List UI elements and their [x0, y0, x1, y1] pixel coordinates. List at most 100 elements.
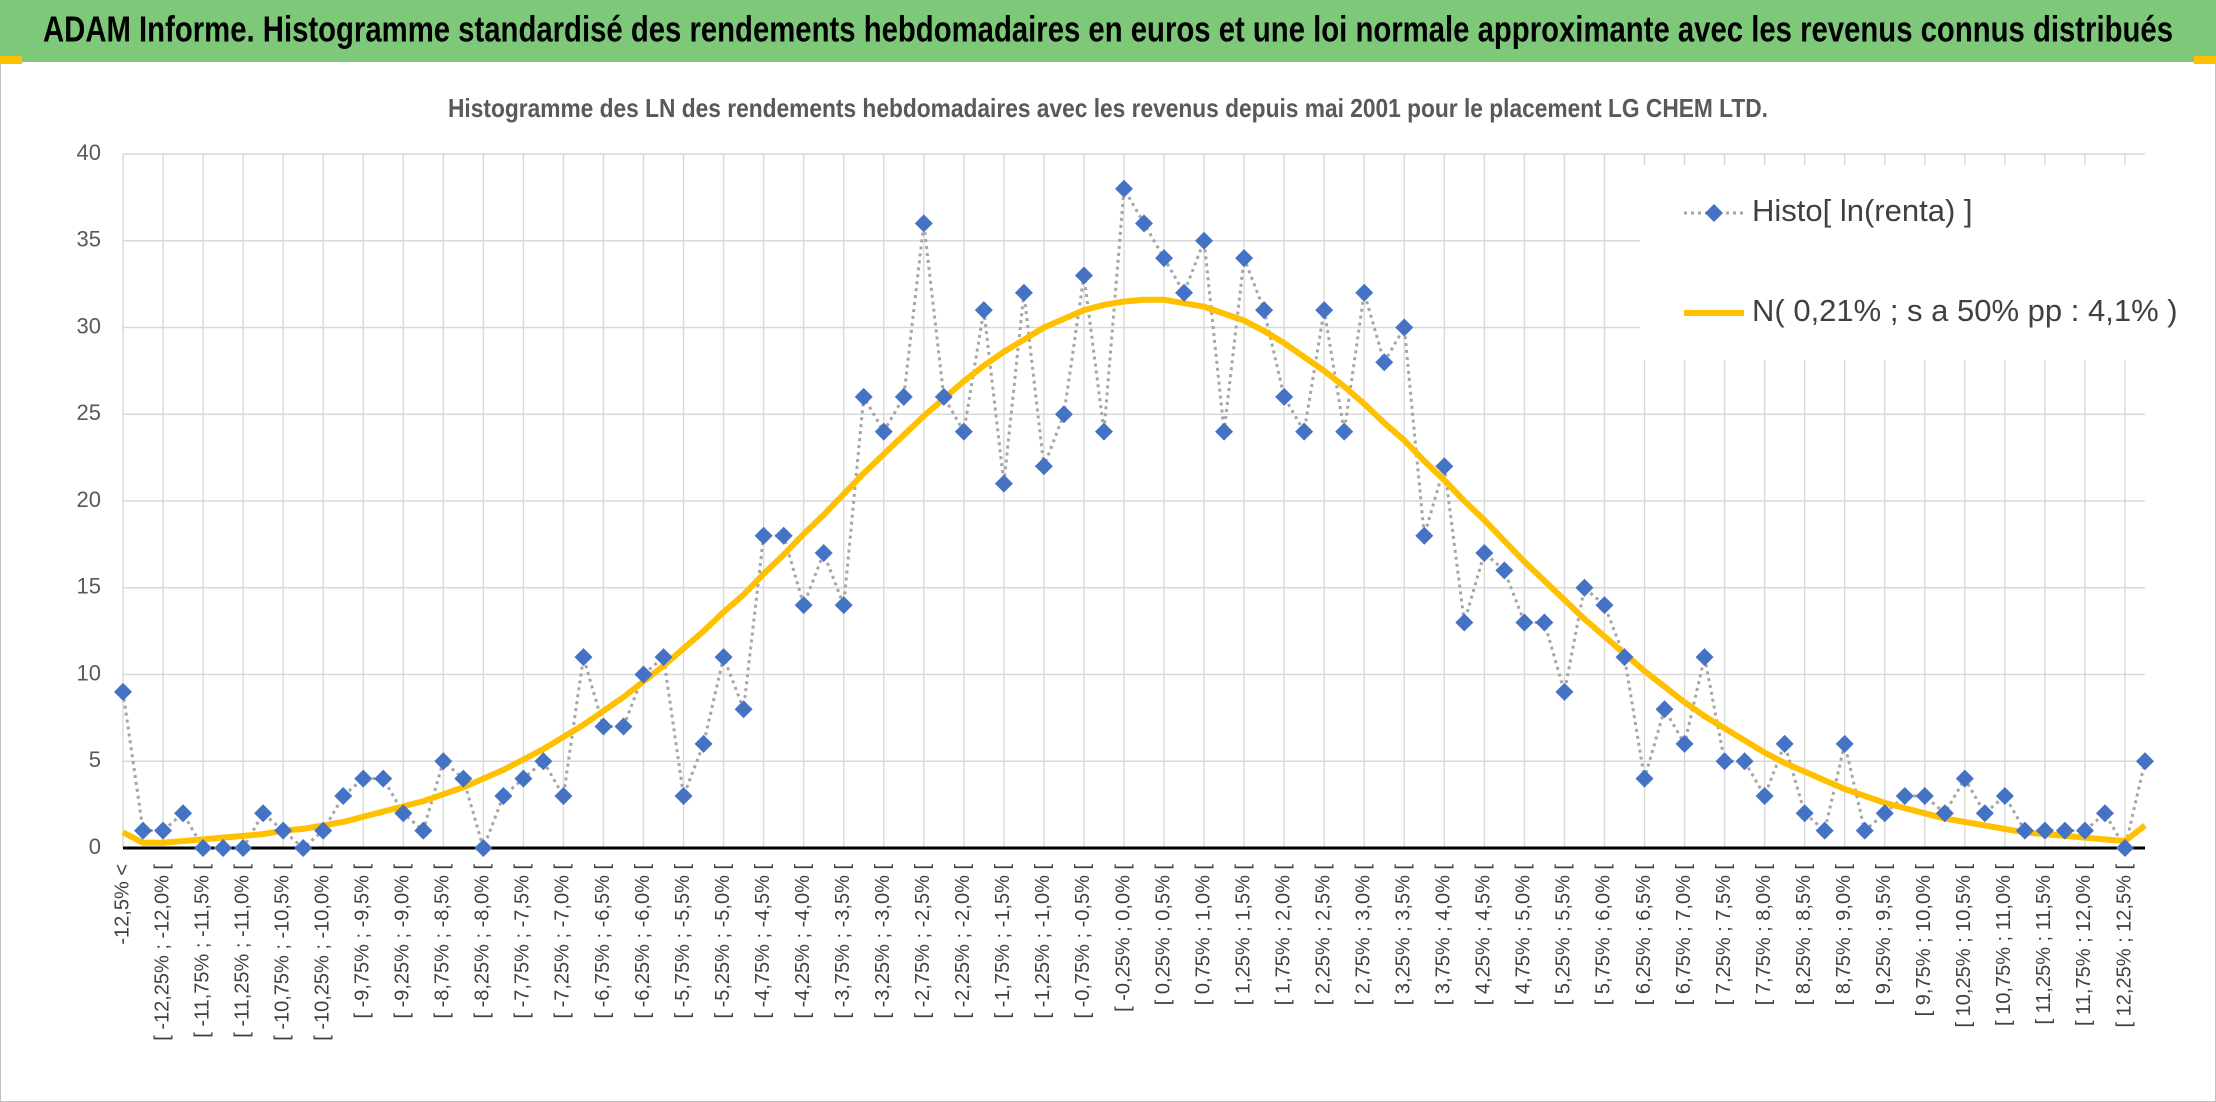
x-tick-label: [ -5,75% ; -5,5% [ — [672, 864, 694, 1019]
marker — [614, 717, 633, 736]
x-tick-label: [ 2,25% ; 2,5% [ — [1312, 864, 1334, 1006]
marker — [1795, 804, 1814, 823]
marker — [1295, 422, 1314, 441]
x-tick-label: [ -7,75% ; -7,5% [ — [512, 864, 534, 1019]
marker — [2115, 839, 2134, 857]
x-tick-label: [ -9,25% ; -9,0% [ — [392, 864, 414, 1019]
x-tick-label: [ 9,75% ; 10,0% [ — [1913, 864, 1935, 1017]
marker — [1875, 804, 1894, 823]
marker — [2075, 821, 2094, 840]
x-tick-label: [ -3,75% ; -3,5% [ — [832, 864, 854, 1019]
marker — [1315, 301, 1334, 320]
marker — [854, 387, 873, 406]
x-tick-label: [ 3,25% ; 3,5% [ — [1393, 864, 1415, 1006]
y-tick-label: 5 — [89, 747, 101, 772]
marker — [894, 387, 913, 406]
marker — [2035, 821, 2054, 840]
x-tick-label: [ -1,25% ; -1,0% [ — [1032, 864, 1054, 1019]
x-tick-label: [ 0,75% ; 1,0% [ — [1192, 864, 1214, 1006]
y-tick-label: 10 — [77, 660, 101, 685]
marker — [814, 544, 833, 563]
marker — [154, 821, 173, 840]
marker — [1635, 769, 1654, 788]
x-tick-label: [ -9,75% ; -9,5% [ — [352, 864, 374, 1019]
marker — [354, 769, 373, 788]
x-tick-label: [ 12,25% ; 12,5% [ — [2113, 864, 2135, 1028]
chart-title: Histogramme des LN des rendements hebdom… — [448, 93, 1768, 123]
marker — [194, 839, 213, 857]
marker — [1955, 769, 1974, 788]
marker — [1475, 544, 1494, 563]
marker — [1895, 786, 1914, 805]
x-tick-label: [ -5,25% ; -5,0% [ — [712, 864, 734, 1019]
x-tick-label: -12,5% < — [111, 864, 133, 945]
marker — [1515, 613, 1534, 632]
y-tick-label: 0 — [89, 834, 101, 859]
marker — [1835, 734, 1854, 753]
marker — [1995, 786, 2014, 805]
marker — [974, 301, 993, 320]
marker — [1054, 405, 1073, 424]
legend-label: Histo[ ln(renta) ] — [1752, 193, 1973, 228]
x-tick-label: [ 8,25% ; 8,5% [ — [1793, 864, 1815, 1006]
x-tick-label: [ 5,75% ; 6,0% [ — [1593, 864, 1615, 1006]
marker — [2055, 821, 2074, 840]
marker — [1975, 804, 1994, 823]
marker — [954, 422, 973, 441]
marker — [1034, 457, 1053, 476]
legend: Histo[ ln(renta) ] N( 0,21% ; s a 50% pp … — [1640, 165, 2178, 360]
marker — [874, 422, 893, 441]
x-tick-label: [ -4,75% ; -4,5% [ — [752, 864, 774, 1019]
marker — [634, 665, 653, 684]
x-tick-label: [ -1,75% ; -1,5% [ — [992, 864, 1014, 1019]
x-tick-label: [ -12,25% ; -12,0% [ — [151, 864, 173, 1041]
marker — [1114, 179, 1133, 198]
header-band — [0, 0, 2216, 62]
marker — [1275, 387, 1294, 406]
y-tick-label: 35 — [77, 227, 101, 252]
legend-marker — [1705, 204, 1723, 222]
marker — [514, 769, 533, 788]
x-tick-label: [ 0,25% ; 0,5% [ — [1152, 864, 1174, 1006]
x-tick-label: [ -4,25% ; -4,0% [ — [792, 864, 814, 1019]
marker — [1775, 734, 1794, 753]
y-tick-label: 40 — [77, 140, 101, 165]
marker — [934, 387, 953, 406]
x-tick-label: [ 2,75% ; 3,0% [ — [1353, 864, 1375, 1006]
page-title: ADAM Informe. Histogramme standardisé de… — [43, 9, 2173, 50]
corner — [0, 56, 22, 64]
x-tick-label: [ 1,75% ; 2,0% [ — [1272, 864, 1294, 1006]
marker — [994, 474, 1013, 493]
x-tick-label: [ -7,25% ; -7,0% [ — [552, 864, 574, 1019]
marker — [794, 596, 813, 615]
x-tick-label: [ 11,25% ; 11,5% [ — [2033, 864, 2055, 1025]
marker — [914, 214, 933, 233]
x-tick-label: [ 3,75% ; 4,0% [ — [1433, 864, 1455, 1006]
marker — [1014, 283, 1033, 302]
x-tick-label: [ 4,25% ; 4,5% [ — [1473, 864, 1495, 1006]
marker — [1755, 786, 1774, 805]
marker — [374, 769, 393, 788]
marker — [1655, 700, 1674, 719]
x-tick-label: [ 7,25% ; 7,5% [ — [1713, 864, 1735, 1006]
marker — [294, 839, 313, 857]
marker — [2136, 752, 2154, 771]
x-tick-label: [ -11,25% ; -11,0% [ — [231, 864, 253, 1038]
marker — [1335, 422, 1354, 441]
marker — [494, 786, 513, 805]
marker — [1815, 821, 1834, 840]
marker — [1935, 804, 1954, 823]
x-tick-label: [ 6,75% ; 7,0% [ — [1673, 864, 1695, 1006]
marker — [674, 786, 693, 805]
marker — [594, 717, 613, 736]
marker — [1615, 648, 1634, 667]
marker — [114, 682, 132, 701]
legend-box — [1640, 165, 2145, 360]
marker — [654, 648, 673, 667]
corner — [2194, 56, 2216, 64]
marker — [754, 526, 773, 545]
marker — [334, 786, 353, 805]
marker — [734, 700, 753, 719]
marker — [1675, 734, 1694, 753]
marker — [234, 839, 253, 857]
